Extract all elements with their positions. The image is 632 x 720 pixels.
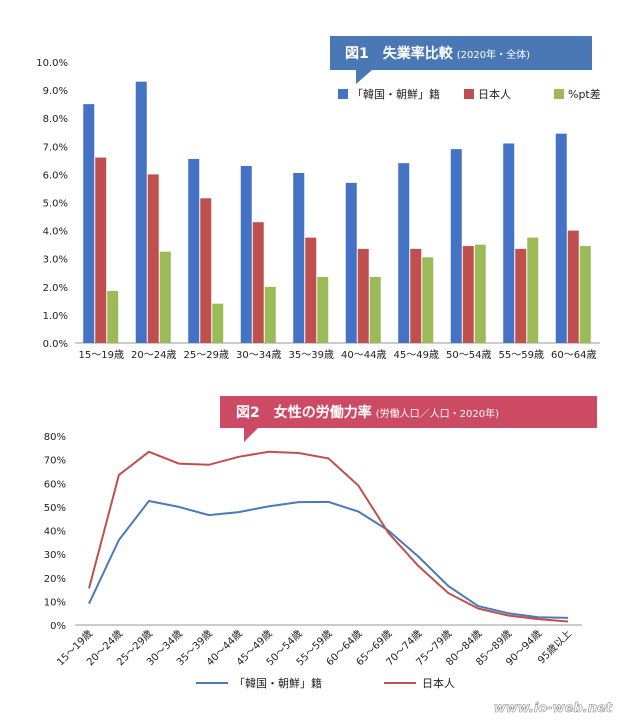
x-tick-label: 40〜44歳	[341, 349, 386, 361]
y-tick-label: 5.0%	[43, 199, 68, 210]
bar	[345, 182, 357, 343]
y-tick-label: 10%	[44, 597, 66, 608]
bar	[305, 237, 317, 343]
y-tick-label: 40%	[44, 527, 66, 538]
y-tick-label: 20%	[44, 574, 66, 585]
title-banner	[220, 396, 597, 442]
bar	[264, 286, 276, 343]
chart-title: 図1 失業率比較 (2020年・全体)	[345, 45, 530, 62]
x-tick-label: 55〜59歳	[499, 349, 544, 361]
bar	[410, 248, 422, 343]
y-tick-label: 7.0%	[43, 142, 68, 153]
bar	[240, 165, 252, 343]
bar	[293, 172, 305, 343]
x-tick-label: 45〜49歳	[394, 349, 439, 361]
x-tick-label: 50〜54歳	[446, 349, 491, 361]
legend-swatch	[464, 89, 474, 99]
legend-label: 「韓国・朝鮮」籍	[352, 87, 440, 101]
bar	[579, 246, 591, 343]
bar	[567, 230, 579, 343]
bar	[555, 133, 567, 343]
bar	[200, 198, 212, 343]
watermark: www.io-web.net	[494, 701, 613, 716]
x-tick-label: 60〜64歳	[551, 349, 596, 361]
bar	[462, 246, 474, 343]
y-tick-label: 3.0%	[43, 255, 68, 266]
chart-subtitle: (労働人口／人口・2020年)	[376, 407, 499, 420]
legend-label: 「韓国・朝鮮」籍	[234, 676, 322, 690]
y-tick-label: 9.0%	[43, 86, 68, 97]
series-line	[88, 499, 569, 619]
bar	[95, 157, 107, 343]
chart-subtitle: (2020年・全体)	[457, 48, 530, 61]
bar	[83, 104, 95, 344]
bar	[107, 291, 119, 343]
legend-label: 日本人	[422, 676, 455, 690]
y-tick-label: 0.0%	[43, 339, 68, 350]
bar	[135, 81, 147, 344]
x-tick-label: 15〜19歳	[79, 349, 124, 361]
legend-swatch	[554, 89, 564, 99]
bar	[159, 251, 171, 343]
bar	[357, 248, 369, 343]
bar	[503, 143, 515, 343]
y-tick-label: 30%	[44, 550, 66, 561]
y-tick-label: 8.0%	[43, 114, 68, 125]
bar	[422, 257, 434, 343]
y-tick-label: 60%	[44, 479, 66, 490]
x-tick-label: 20〜24歳	[131, 349, 176, 361]
bar	[369, 276, 381, 343]
legend-label: 日本人	[478, 87, 511, 101]
bar	[147, 174, 159, 343]
bar	[188, 158, 200, 343]
bar	[252, 222, 264, 343]
legend-label: %pt差	[568, 87, 601, 101]
y-tick-label: 6.0%	[43, 170, 68, 181]
unemployment-bar-chart: 図1 失業率比較 (2020年・全体) 0.0% 1.0% 2.0% 3.0% 4.0% 5.…	[36, 36, 601, 361]
y-tick-label: 50%	[44, 503, 66, 514]
series-line	[88, 450, 569, 623]
y-tick-label: 4.0%	[43, 227, 68, 238]
bar	[450, 149, 462, 343]
bar	[212, 303, 224, 343]
y-tick-label: 1.0%	[43, 311, 68, 322]
y-tick-label: 0%	[50, 621, 66, 632]
y-tick-label: 2.0%	[43, 283, 68, 294]
chart-title: 図2 女性の労働力率 (労働人口／人口・2020年)	[236, 404, 499, 421]
bar	[527, 237, 539, 343]
x-tick-label: 25〜29歳	[184, 349, 229, 361]
y-tick-label: 10.0%	[36, 58, 68, 69]
title-banner	[330, 36, 592, 84]
y-tick-label: 80%	[44, 432, 66, 443]
bar	[317, 276, 329, 343]
x-tick-label: 30〜34歳	[236, 349, 281, 361]
y-tick-label: 70%	[44, 456, 66, 467]
bar	[515, 248, 527, 343]
x-tick-label: 35〜39歳	[289, 349, 334, 361]
legend-swatch	[338, 89, 348, 99]
bar	[474, 244, 486, 343]
bar	[398, 163, 410, 343]
